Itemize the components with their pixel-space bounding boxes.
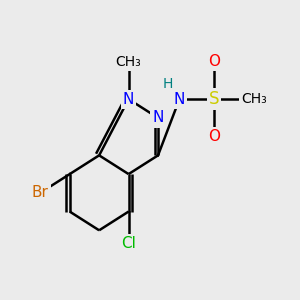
Text: O: O: [208, 129, 220, 144]
Text: N: N: [123, 92, 134, 106]
Text: H: H: [162, 77, 172, 92]
Text: Cl: Cl: [121, 236, 136, 251]
Text: N: N: [152, 110, 164, 125]
Text: O: O: [208, 54, 220, 69]
Text: Br: Br: [32, 185, 49, 200]
Text: CH₃: CH₃: [116, 55, 142, 69]
Text: CH₃: CH₃: [242, 92, 267, 106]
Text: S: S: [209, 90, 220, 108]
Text: N: N: [174, 92, 185, 106]
